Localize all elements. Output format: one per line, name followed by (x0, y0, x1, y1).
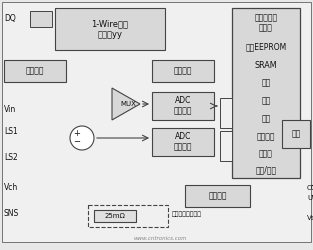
Text: UV: UV (307, 195, 313, 201)
Text: LS1: LS1 (4, 128, 18, 136)
Bar (55, 8, 165, 50)
Text: SNS: SNS (4, 208, 19, 218)
Text: Vss: Vss (307, 215, 313, 221)
Circle shape (70, 126, 94, 150)
Bar (152, 128, 214, 156)
Text: 1-Wire接口
和地址yy: 1-Wire接口 和地址yy (91, 19, 129, 39)
Bar (232, 8, 300, 178)
Bar (220, 131, 232, 161)
Bar (282, 120, 310, 148)
Text: 溫度: 溫度 (261, 78, 271, 88)
Text: DQ: DQ (4, 14, 16, 24)
Text: ADC
模數轉換: ADC 模數轉換 (174, 132, 192, 152)
Text: 內接電流檢測電阻: 內接電流檢測電阻 (172, 211, 202, 217)
Text: 充電控制: 充電控制 (208, 192, 227, 200)
Bar (185, 185, 250, 207)
Text: 電壓基準: 電壓基準 (174, 66, 192, 76)
Text: MUX: MUX (120, 101, 136, 107)
Text: CC: CC (307, 185, 313, 191)
Text: 記錄和用戶
存儲器: 記錄和用戶 存儲器 (254, 13, 278, 33)
Bar (4, 60, 66, 82)
Bar (152, 60, 214, 82)
Bar (30, 11, 52, 27)
Text: www.cntronics.com: www.cntronics.com (133, 236, 187, 240)
Bar (220, 98, 232, 128)
Text: 狀況/控制: 狀況/控制 (255, 166, 277, 174)
Text: 定時器: 定時器 (259, 150, 273, 158)
Text: 鎖定EEPROM: 鎖定EEPROM (245, 42, 287, 51)
Text: 電流: 電流 (261, 114, 271, 124)
Text: −: − (74, 138, 80, 146)
Text: SRAM: SRAM (255, 60, 277, 70)
Polygon shape (112, 88, 140, 120)
Bar (152, 92, 214, 120)
Text: +: + (74, 130, 80, 138)
Text: 25mΩ: 25mΩ (105, 213, 126, 219)
Bar (88, 205, 168, 227)
Text: Vch: Vch (4, 182, 18, 192)
Text: 溫度傳感: 溫度傳感 (26, 66, 44, 76)
Text: LS2: LS2 (4, 154, 18, 162)
Text: 累加電流: 累加電流 (257, 132, 275, 141)
Text: 時基: 時基 (291, 130, 300, 138)
Text: ADC
模數轉換: ADC 模數轉換 (174, 96, 192, 116)
Text: 電壓: 電壓 (261, 96, 271, 106)
Text: Vin: Vin (4, 106, 16, 114)
Bar (94, 210, 136, 222)
